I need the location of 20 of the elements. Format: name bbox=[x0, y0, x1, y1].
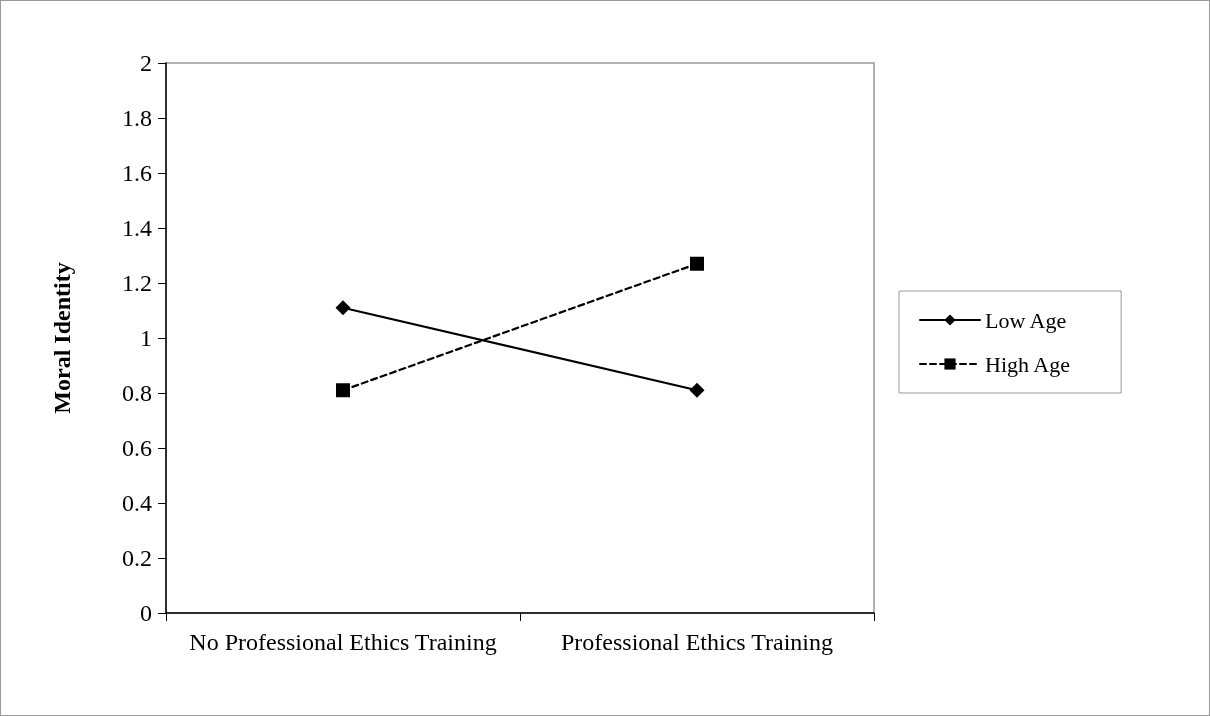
legend-label: High Age bbox=[985, 351, 1070, 377]
point bbox=[689, 382, 705, 398]
y-tick-label: 0.6 bbox=[122, 435, 152, 461]
x-tick-label: No Professional Ethics Training bbox=[189, 629, 497, 655]
y-tick-label: 1.2 bbox=[122, 270, 152, 296]
y-axis-title: Moral Identity bbox=[49, 262, 75, 414]
y-tick-label: 0.4 bbox=[122, 490, 152, 516]
legend-label: Low Age bbox=[985, 307, 1067, 333]
point bbox=[335, 300, 351, 316]
y-tick-label: 0.2 bbox=[122, 545, 152, 571]
x-tick-label: Professional Ethics Training bbox=[560, 629, 834, 655]
y-tick-label: 1 bbox=[140, 325, 152, 351]
y-tick-label: 1.8 bbox=[122, 105, 152, 131]
y-tick-label: 0.8 bbox=[122, 380, 152, 406]
point bbox=[336, 383, 350, 398]
y-tick-label: 1.6 bbox=[122, 160, 152, 186]
y-tick-label: 0 bbox=[140, 600, 152, 626]
y-tick-label: 2 bbox=[140, 50, 152, 76]
y-tick-label: 1.4 bbox=[122, 215, 152, 241]
point bbox=[690, 256, 704, 271]
